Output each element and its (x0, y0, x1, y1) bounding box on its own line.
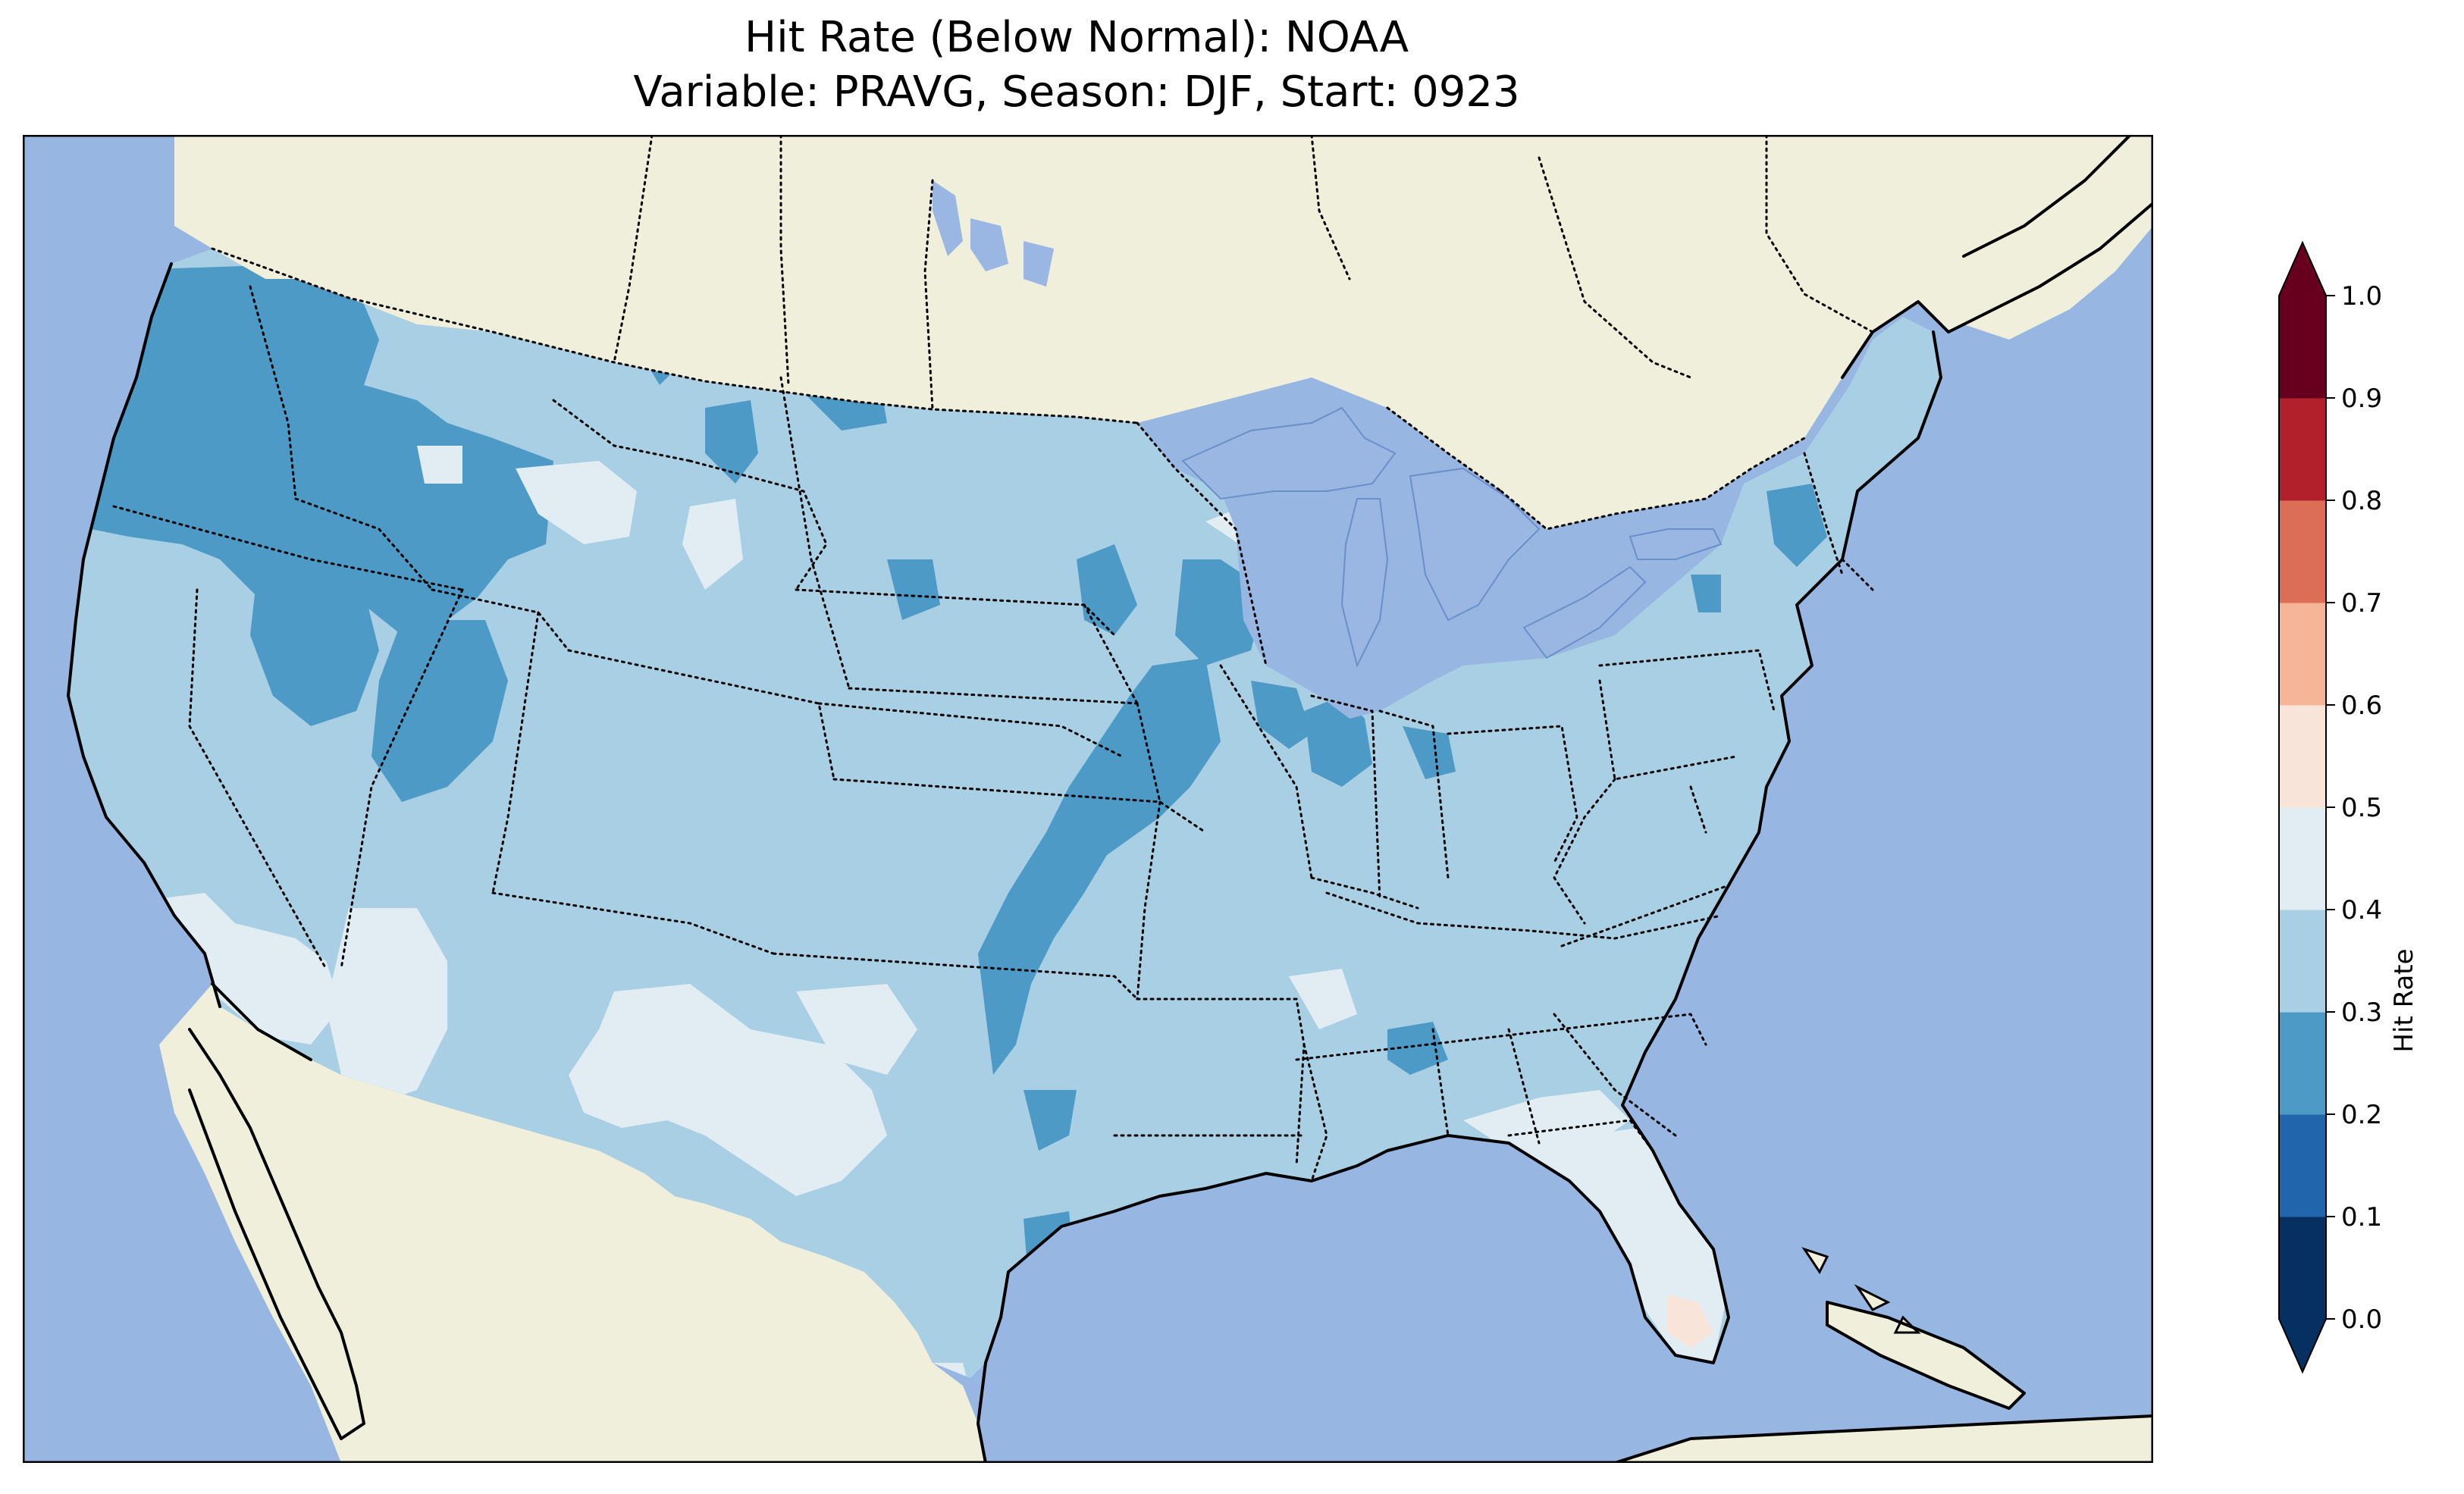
colorbar-segment (2279, 1114, 2326, 1217)
map-frame (23, 135, 2153, 1463)
great-lakes (1181, 406, 1723, 668)
mexico-land (159, 984, 986, 1463)
colorbar-tick-label: 0.6 (2341, 691, 2382, 721)
colorbar-tick-label: 0.9 (2341, 384, 2382, 414)
baja-california (190, 1029, 364, 1439)
political-borders (112, 135, 1874, 1182)
colorbar-segment (2279, 398, 2326, 501)
colorbar-segment (2279, 603, 2326, 706)
chart-title: Hit Rate (Below Normal): NOAA (744, 13, 1409, 62)
colorbar-segment (2279, 296, 2326, 399)
colorbar-extend-min (2279, 1319, 2326, 1372)
south-america-coastline (1613, 1414, 2153, 1463)
colorbar-tick-label: 0.0 (2341, 1305, 2382, 1335)
map-panel (23, 135, 2153, 1463)
baja-coastline (188, 1028, 365, 1440)
colorbar-segment (2279, 1012, 2326, 1115)
chart-subtitle: Variable: PRAVG, Season: DJF, Start: 092… (633, 67, 1520, 117)
colorbar-label: Hit Rate (2389, 948, 2419, 1052)
colorbar-tick-label: 0.8 (2341, 486, 2382, 516)
colorbar-tick-label: 0.1 (2341, 1202, 2382, 1232)
canadian-lakes (933, 180, 1054, 287)
cuba (1827, 1302, 2024, 1408)
south-america-land (1615, 1416, 2153, 1463)
colorbar-tick-label: 0.5 (2341, 793, 2382, 823)
colorbar: 0.0 0.1 0.2 0.3 0.4 0.5 0.6 0.7 0.8 0.9 1.0 Hit Ra… (2278, 240, 2419, 1374)
mexico-coastline (211, 982, 987, 1463)
canada-land (174, 135, 2153, 529)
colorbar-tick-label: 0.4 (2341, 895, 2382, 926)
maritime-land (1964, 135, 2153, 340)
colorbar-segment (2279, 705, 2326, 808)
colorbar-segment (2279, 1217, 2326, 1320)
colorbar-tick-label: 1.0 (2341, 281, 2382, 312)
colorbar-extend-max (2279, 243, 2326, 296)
colorbar-tick-label: 0.3 (2341, 998, 2382, 1028)
canada-coastline (1841, 135, 2153, 379)
colorbar-segment (2279, 500, 2326, 603)
cuba-coastline (1826, 1301, 2026, 1410)
colorbar-tick-label: 0.7 (2341, 588, 2382, 619)
colorbar-segment (2279, 910, 2326, 1013)
colorbar-segment (2279, 807, 2326, 910)
us-coastline (67, 262, 1942, 1364)
colorbar-tick-label: 0.2 (2341, 1100, 2382, 1130)
